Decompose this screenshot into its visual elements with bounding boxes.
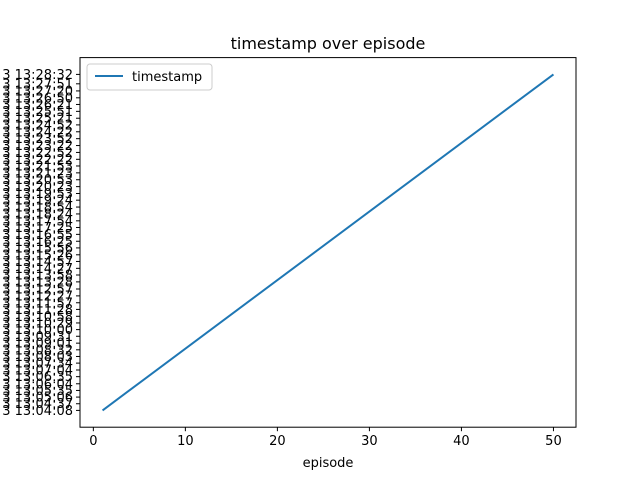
y-tick-label: 3 13:20:53 <box>2 173 73 188</box>
y-tick-label: 3 13:23:52 <box>2 132 73 147</box>
y-tick-label: 3 13:06:35 <box>2 370 73 385</box>
y-tick-label: 3 13:26:21 <box>2 98 73 113</box>
x-tick-label: 50 <box>545 434 562 449</box>
x-tick-label: 40 <box>453 434 470 449</box>
y-tick-label: 3 13:04:08 <box>2 404 73 419</box>
y-tick-label: 3 13:05:06 <box>2 391 73 406</box>
y-tick-label: 3 13:25:21 <box>2 112 73 127</box>
y-tick-label: 3 13:16:55 <box>2 228 73 243</box>
y-tick-label: 3 13:09:31 <box>2 330 73 345</box>
y-tick-label: 3 13:09:01 <box>2 337 73 352</box>
y-tick-label: 3 13:15:26 <box>2 248 73 263</box>
chart-title: timestamp over episode <box>231 34 426 53</box>
legend-label: timestamp <box>132 70 202 85</box>
y-tick-label: 3 13:05:35 <box>2 384 73 399</box>
y-tick-label: 3 13:22:22 <box>2 153 73 168</box>
y-tick-label: 3 13:21:53 <box>2 159 73 174</box>
x-tick-label: 10 <box>177 434 194 449</box>
y-tick-label: 3 13:24:52 <box>2 118 73 133</box>
legend-box <box>86 63 213 91</box>
y-tick-label: 3 13:18:54 <box>2 201 73 216</box>
y-tick-label: 3 13:08:03 <box>2 350 73 365</box>
y-tick-label: 3 13:15:56 <box>2 241 73 256</box>
y-tick-label: 3 13:10:29 <box>2 316 73 331</box>
x-axis-ticks: 0 10 20 30 40 50 <box>89 427 562 449</box>
y-tick-label: 3 13:17:54 <box>2 214 73 229</box>
y-tick-label: 3 13:28:32 <box>2 68 73 83</box>
y-tick-label: 3 13:13:58 <box>2 268 73 283</box>
y-tick-label: 3 13:23:22 <box>2 139 73 154</box>
y-tick-label: 3 13:07:34 <box>2 357 73 372</box>
legend: timestamp <box>86 63 213 91</box>
x-tick-label: 0 <box>89 434 97 449</box>
y-tick-label: 3 13:20:23 <box>2 180 73 195</box>
y-tick-label: 3 13:19:53 <box>2 187 73 202</box>
x-tick-label: 30 <box>361 434 378 449</box>
x-tick-label: 20 <box>269 434 286 449</box>
y-tick-label: 3 13:14:57 <box>2 255 73 270</box>
y-tick-label: 3 13:26:50 <box>2 91 73 106</box>
plot-area <box>101 73 555 412</box>
y-axis-ticks: 3 13:04:083 13:04:373 13:05:063 13:05:35… <box>2 68 80 419</box>
y-tick-label: 3 13:25:51 <box>2 105 73 120</box>
y-tick-label: 3 13:10:58 <box>2 310 73 325</box>
y-tick-label: 3 13:14:27 <box>2 262 73 277</box>
y-tick-label: 3 13:08:32 <box>2 343 73 358</box>
y-tick-label: 3 13:19:24 <box>2 194 73 209</box>
y-tick-label: 3 13:11:57 <box>2 296 73 311</box>
y-tick-label: 3 13:13:28 <box>2 275 73 290</box>
y-tick-label: 3 13:06:04 <box>2 377 73 392</box>
y-tick-label: 3 13:27:51 <box>2 77 73 92</box>
y-tick-label: 3 13:22:52 <box>2 146 73 161</box>
axes-frame <box>79 57 577 428</box>
y-tick-label: 3 13:04:37 <box>2 397 73 412</box>
y-tick-label: 3 13:16:25 <box>2 235 73 250</box>
y-tick-label: 3 13:12:27 <box>2 289 73 304</box>
y-tick-label: 3 13:11:28 <box>2 303 73 318</box>
y-tick-label: 3 13:27:20 <box>2 84 73 99</box>
y-tick-label: 3 13:21:23 <box>2 166 73 181</box>
y-tick-label: 3 13:10:00 <box>2 323 73 338</box>
y-tick-label: 3 13:07:04 <box>2 364 73 379</box>
x-axis-label: episode <box>303 456 354 471</box>
series-line-timestamp <box>101 73 555 412</box>
y-tick-label: 3 13:18:24 <box>2 207 73 222</box>
y-tick-label: 3 13:24:22 <box>2 125 73 140</box>
y-tick-label: 3 13:12:57 <box>2 282 73 297</box>
y-tick-label: 3 13:17:25 <box>2 221 73 236</box>
